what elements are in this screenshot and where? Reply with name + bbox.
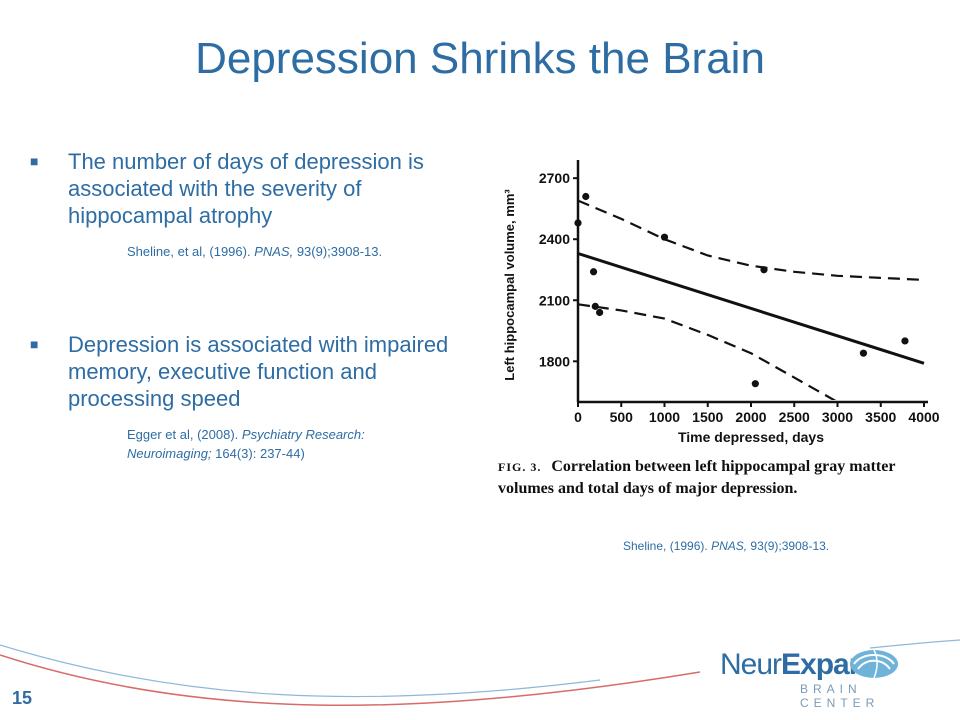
x-tick-label: 3000 xyxy=(822,409,853,425)
y-axis-label: Left hippocampal volume, mm³ xyxy=(502,189,517,381)
bullet-text: The number of days of depression is asso… xyxy=(68,149,424,228)
citation-journal: PNAS, xyxy=(711,539,748,553)
data-point xyxy=(596,308,604,317)
citation-egger: Egger et al, (2008). Psychiatry Research… xyxy=(127,425,427,463)
x-tick-label: 500 xyxy=(610,409,634,425)
citation-volume: 164(3): 237-44) xyxy=(211,446,305,461)
brain-icon xyxy=(850,649,898,679)
citation-journal: Psychiatry Research: Neuroimaging; xyxy=(127,427,365,461)
bullet-square-icon: ■ xyxy=(30,336,39,352)
x-axis-label: Time depressed, days xyxy=(678,429,824,445)
y-tick-label: 1800 xyxy=(539,353,570,369)
data-point xyxy=(582,192,590,201)
bullet-text: Depression is associated with impaired m… xyxy=(68,332,449,411)
citation-sheline: Sheline, et al, (1996). PNAS, 93(9);3908… xyxy=(127,242,382,261)
bullet-square-icon: ■ xyxy=(30,153,39,169)
data-point xyxy=(901,337,909,345)
bullet-hippocampal-atrophy: ■ The number of days of depression is as… xyxy=(30,148,470,229)
citation-volume: 93(9);3908-13. xyxy=(293,244,383,259)
data-point xyxy=(751,380,759,388)
x-tick-label: 2500 xyxy=(779,409,810,425)
scatter-chart: 0 500 1000 1500 2000 2500 3000 3500 4000 1800 2100… xyxy=(502,160,940,445)
x-tick-label: 3500 xyxy=(865,409,896,425)
y-tick-label: 2400 xyxy=(539,231,570,247)
x-tick-label: 1000 xyxy=(649,409,680,425)
citation-author: Sheline, (1996). xyxy=(623,539,712,553)
regression-line xyxy=(577,252,925,365)
figure-caption-text: Correlation between left hippocampal gra… xyxy=(498,458,896,497)
blue-swoosh-right xyxy=(869,639,960,649)
figure-caption: FIG. 3. Correlation between left hippocam… xyxy=(498,456,948,499)
logo-word-a: Neur xyxy=(720,648,782,681)
citation-volume: 93(9);3908-13. xyxy=(747,539,830,553)
x-tick-label: 4000 xyxy=(908,409,939,425)
neurexpand-logo: NeurExpand BRAIN CENTER xyxy=(720,642,930,710)
data-point xyxy=(574,219,582,227)
logo-subtitle: BRAIN CENTER xyxy=(800,682,880,710)
y-tick-label: 2700 xyxy=(539,170,570,186)
citation-author: Egger et al, (2008). xyxy=(127,427,242,442)
citation-journal: PNAS, xyxy=(254,244,294,259)
red-swoosh xyxy=(0,654,701,707)
data-point xyxy=(760,266,768,274)
lower-confidence-band xyxy=(578,303,837,400)
y-tick-label: 2100 xyxy=(539,292,570,308)
data-point xyxy=(660,233,669,241)
slide-number: 15 xyxy=(12,688,33,708)
upper-confidence-band xyxy=(578,199,925,281)
slide-title: Depression Shrinks the Brain xyxy=(195,34,765,83)
data-point xyxy=(591,302,599,310)
figure-citation: Sheline, (1996). PNAS, 93(9);3908-13. xyxy=(623,539,829,553)
x-tick-label: 1500 xyxy=(692,409,723,425)
figure-label: FIG. 3. xyxy=(498,460,542,474)
data-point xyxy=(589,268,598,276)
x-tick-label: 2000 xyxy=(735,409,766,425)
citation-author: Sheline, et al, (1996). xyxy=(127,244,255,259)
bullet-impaired-memory: ■ Depression is associated with impaired… xyxy=(30,331,470,412)
data-point xyxy=(859,349,868,357)
decorative-swoosh xyxy=(0,639,960,707)
x-tick-label: 0 xyxy=(574,409,582,425)
blue-swoosh xyxy=(0,644,601,698)
